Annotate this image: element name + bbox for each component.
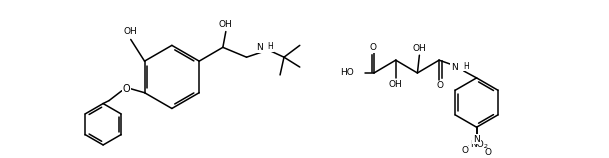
Text: H: H	[267, 42, 273, 51]
Text: OH: OH	[412, 44, 426, 53]
Text: OH: OH	[389, 80, 403, 89]
Text: H: H	[463, 62, 468, 71]
Text: HO: HO	[340, 68, 354, 77]
Text: 2: 2	[484, 144, 487, 149]
Text: N: N	[451, 63, 458, 72]
Text: O: O	[437, 81, 443, 90]
Text: O: O	[370, 43, 376, 52]
Text: N: N	[256, 43, 263, 52]
Text: OH: OH	[219, 20, 233, 29]
Text: NO: NO	[470, 140, 484, 149]
Text: OH: OH	[124, 27, 138, 36]
Text: O: O	[123, 84, 130, 94]
Text: O: O	[461, 146, 468, 155]
Text: N: N	[473, 135, 480, 144]
Text: O: O	[485, 148, 492, 157]
